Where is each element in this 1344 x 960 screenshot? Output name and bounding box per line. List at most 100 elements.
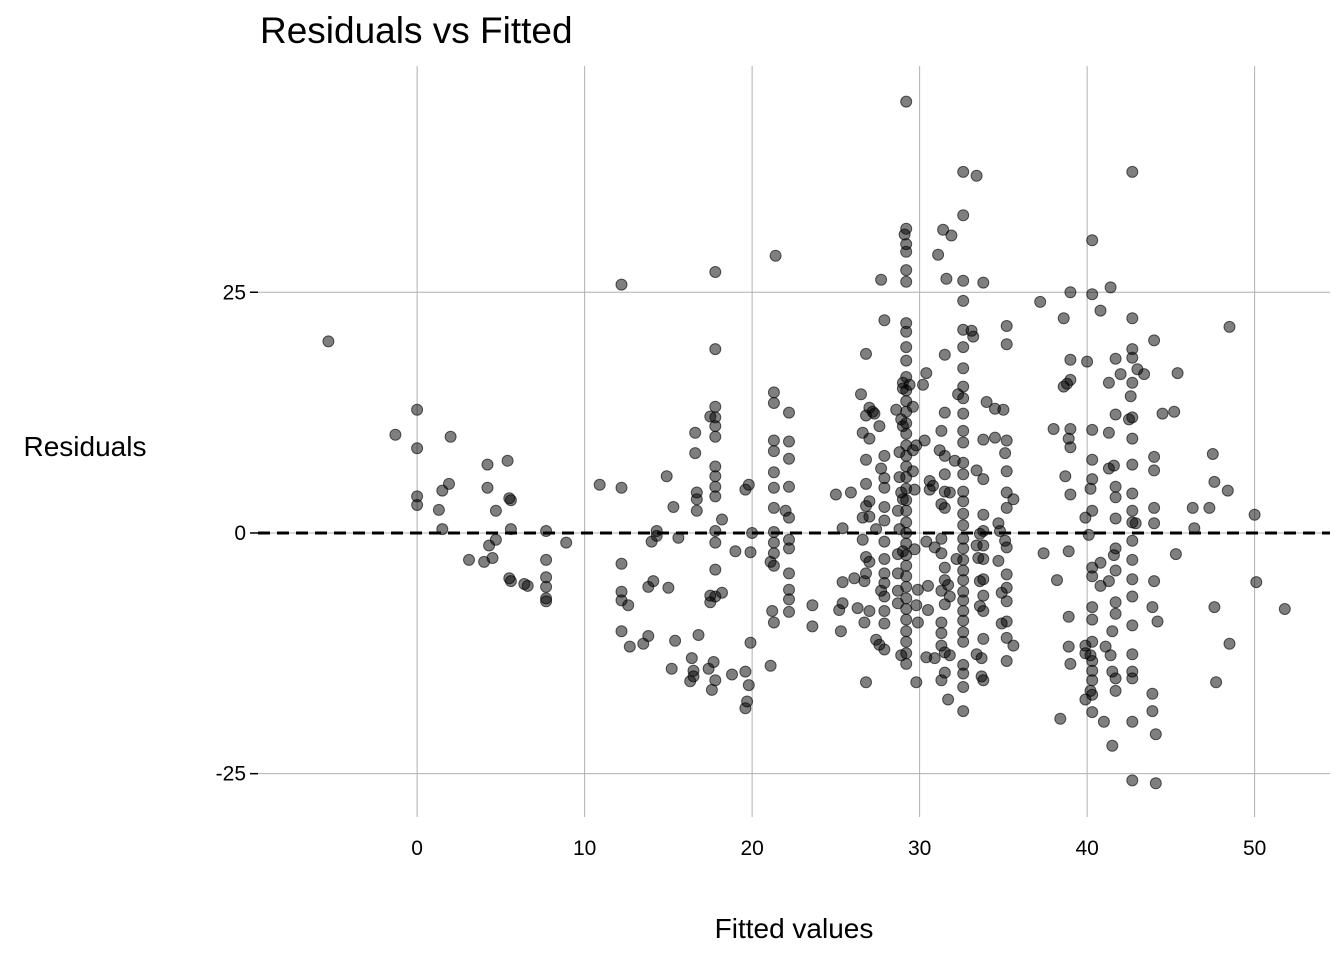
data-point [1106,739,1119,752]
data-point [1062,545,1075,558]
data-point [443,477,455,490]
data-point [1000,320,1013,332]
data-point [878,605,891,617]
data-point [928,652,941,665]
data-point [922,579,934,592]
data-point [716,586,728,599]
data-point [1126,411,1139,424]
data-point [1104,649,1117,662]
data-point [389,428,402,441]
data-point [878,643,891,656]
data-point [977,589,990,602]
data-point [1126,487,1139,500]
data-point [938,406,951,419]
data-point [957,209,970,222]
data-point [1102,376,1115,389]
data-point [994,525,1006,537]
data-point [783,593,795,606]
data-point [957,468,970,481]
data-point [977,573,990,586]
data-point [1109,596,1122,609]
data-point [769,249,782,262]
data-point [1186,501,1199,514]
data-point [660,470,673,483]
data-point [1000,465,1013,478]
data-point [900,559,913,572]
data-point [1082,528,1095,541]
data-point [878,617,891,630]
data-point [900,427,913,440]
data-point [957,380,970,393]
data-point [1223,320,1236,333]
data-point [1000,541,1013,554]
data-point [540,553,553,566]
axis-ticks: 0 10 20 30 40 50 -25 0 25 [216,281,1267,860]
data-point [1126,534,1139,547]
data-point [977,632,990,645]
data-point [685,652,698,665]
data-point [1109,684,1122,697]
data-point [1064,373,1077,386]
data-point [1126,573,1139,586]
data-point [851,602,864,615]
data-point [1086,423,1099,436]
data-point [1248,508,1261,521]
data-point [957,667,970,680]
data-point [977,473,990,486]
data-point [870,523,883,536]
data-point [1000,631,1013,644]
data-point [970,464,983,477]
data-point [967,330,980,343]
data-point [665,662,678,675]
data-point [957,362,970,375]
data-point [1086,613,1099,626]
data-point [1109,408,1122,421]
data-point [863,605,876,617]
data-point [1064,286,1077,299]
data-point [900,275,913,288]
data-point [1086,706,1099,719]
data-point [707,656,720,668]
data-point [1126,312,1139,325]
data-point [1126,376,1139,389]
data-point [1148,517,1161,530]
data-point [709,536,722,549]
data-point [744,546,757,559]
data-point [1109,542,1122,555]
data-point [957,165,970,178]
data-point [662,581,675,594]
data-point [900,494,913,507]
data-point [920,535,933,548]
data-point [1156,407,1169,420]
data-point [1047,423,1060,435]
data-point [1126,619,1139,632]
data-point [1148,450,1161,463]
data-point [1146,601,1159,614]
data-point [709,430,722,443]
data-point [1086,674,1099,687]
data-point [623,640,636,653]
data-point [560,536,573,549]
data-point [878,590,891,603]
data-point [501,454,514,467]
data-point [900,354,913,367]
data-point [489,533,502,546]
data-point [1000,338,1013,351]
data-point [615,625,628,638]
data-point [997,403,1010,416]
data-point [957,519,970,532]
data-point [900,238,913,251]
data-point [783,567,795,580]
grid-lines [258,66,1330,817]
y-tick-label: 25 [223,281,246,304]
data-point [922,604,934,616]
data-point [1126,553,1139,566]
data-point [1168,405,1181,418]
data-point [970,169,983,182]
data-point [783,605,795,618]
data-point [642,630,655,642]
data-point [650,529,663,542]
data-point [709,490,722,503]
data-point [858,616,871,629]
data-point [943,649,956,662]
